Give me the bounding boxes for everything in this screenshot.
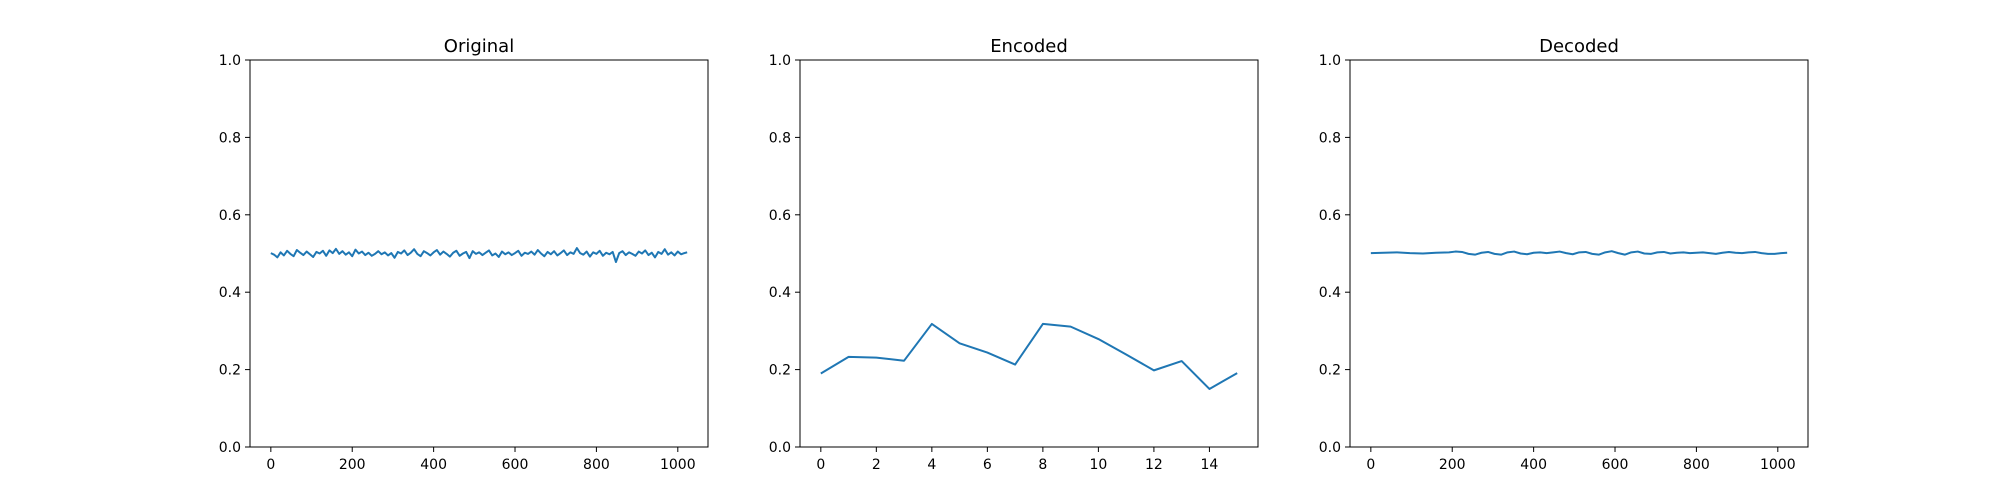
x-tick-label: 0	[816, 457, 825, 473]
x-tick-label: 1000	[1760, 457, 1796, 473]
series-line-0	[820, 322, 1238, 390]
x-tick-label: 600	[502, 457, 529, 473]
y-tick-label: 0.8	[1319, 130, 1341, 146]
y-tick-label: 0.2	[219, 363, 241, 379]
chart-panel-2: 0.0 0.2 0.4 0.6 0.8 1.0 0 200 400 600 800 1000 Decod…	[1319, 36, 1809, 473]
series-line-0	[270, 247, 688, 264]
x-tick-label: 800	[583, 457, 610, 473]
y-tick-label: 0.0	[1319, 440, 1341, 456]
chart-title: Decoded	[1539, 36, 1619, 57]
plot-area	[800, 60, 1258, 447]
x-tick-label: 14	[1201, 457, 1219, 473]
x-tick-label: 0	[1366, 457, 1375, 473]
x-tick-label: 400	[420, 457, 447, 473]
y-tick-label: 0.0	[769, 440, 791, 456]
x-tick-label: 1000	[660, 457, 696, 473]
y-tick-label: 0.8	[769, 130, 791, 146]
axes-frame	[1349, 59, 1809, 448]
y-tick-label: 0.4	[1319, 285, 1341, 301]
y-tick-label: 0.2	[1319, 363, 1341, 379]
x-tick-label: 8	[1038, 457, 1047, 473]
y-tick-label: 1.0	[1319, 53, 1341, 69]
y-tick-label: 0.4	[769, 285, 791, 301]
y-tick-label: 0.6	[219, 208, 241, 224]
series-line-0	[1370, 250, 1788, 256]
x-tick-label: 0	[266, 457, 275, 473]
x-tick-label: 800	[1683, 457, 1710, 473]
chart-title: Encoded	[990, 36, 1068, 57]
x-tick-label: 12	[1145, 457, 1163, 473]
x-tick-label: 6	[983, 457, 992, 473]
y-tick-label: 0.6	[1319, 208, 1341, 224]
x-tick-label: 10	[1089, 457, 1107, 473]
y-tick-label: 1.0	[219, 53, 241, 69]
y-tick-label: 0.4	[219, 285, 241, 301]
y-tick-label: 0.8	[219, 130, 241, 146]
x-tick-label: 2	[872, 457, 881, 473]
x-tick-label: 400	[1520, 457, 1547, 473]
y-tick-label: 0.2	[769, 363, 791, 379]
y-tick-label: 0.0	[219, 440, 241, 456]
axes-frame	[799, 59, 1259, 448]
chart-panel-1: 0.0 0.2 0.4 0.6 0.8 1.0 0 2 4 6 8 10 12 14 Encoded	[769, 36, 1259, 473]
axes-frame	[249, 59, 709, 448]
chart-panel-0: 0.0 0.2 0.4 0.6 0.8 1.0 0 200 400 600 800 1000 Origi…	[219, 36, 709, 473]
x-tick-label: 4	[927, 457, 936, 473]
y-tick-label: 0.6	[769, 208, 791, 224]
x-tick-label: 200	[339, 457, 366, 473]
y-tick-label: 1.0	[769, 53, 791, 69]
chart-title: Original	[444, 36, 514, 57]
x-tick-label: 600	[1602, 457, 1629, 473]
x-tick-label: 200	[1439, 457, 1466, 473]
